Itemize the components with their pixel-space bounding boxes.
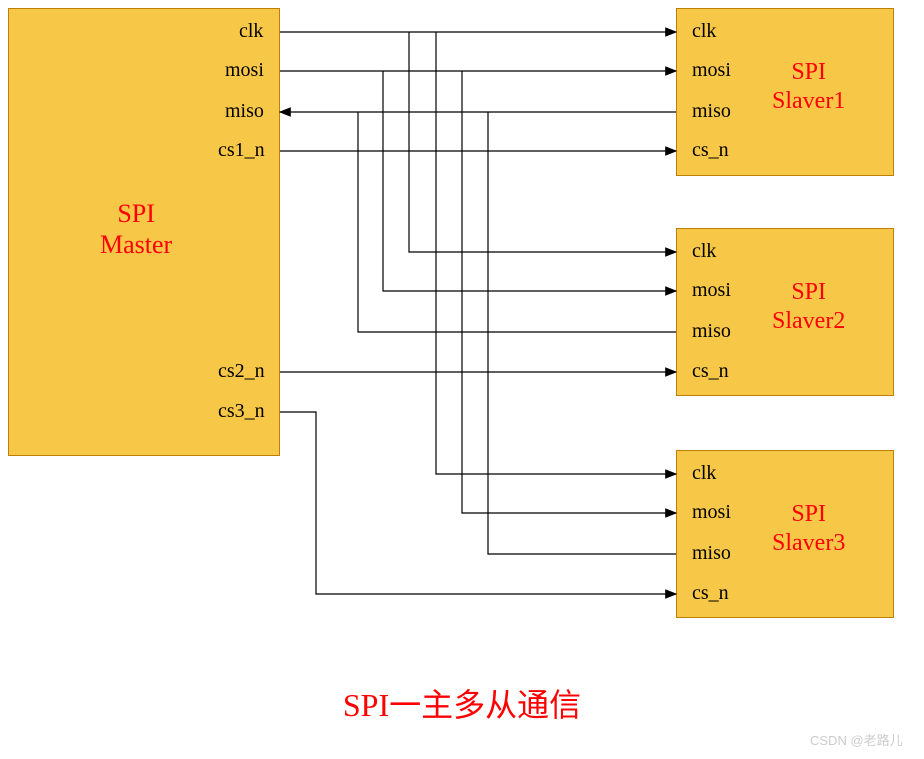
- diagram-caption: SPI一主多从通信: [0, 680, 924, 726]
- wire-miso-s2: [358, 112, 676, 332]
- wire-clk-s2: [409, 32, 676, 252]
- wire-cs3: [280, 412, 676, 594]
- watermark: CSDN @老路儿: [810, 730, 903, 749]
- caption-text: SPI一主多从通信: [343, 687, 581, 723]
- wire-mosi-s2: [383, 71, 676, 291]
- wiring-svg: [0, 0, 924, 759]
- wire-mosi-s3: [462, 71, 676, 513]
- wire-miso-s3: [488, 112, 676, 554]
- wire-clk-s3: [436, 32, 676, 474]
